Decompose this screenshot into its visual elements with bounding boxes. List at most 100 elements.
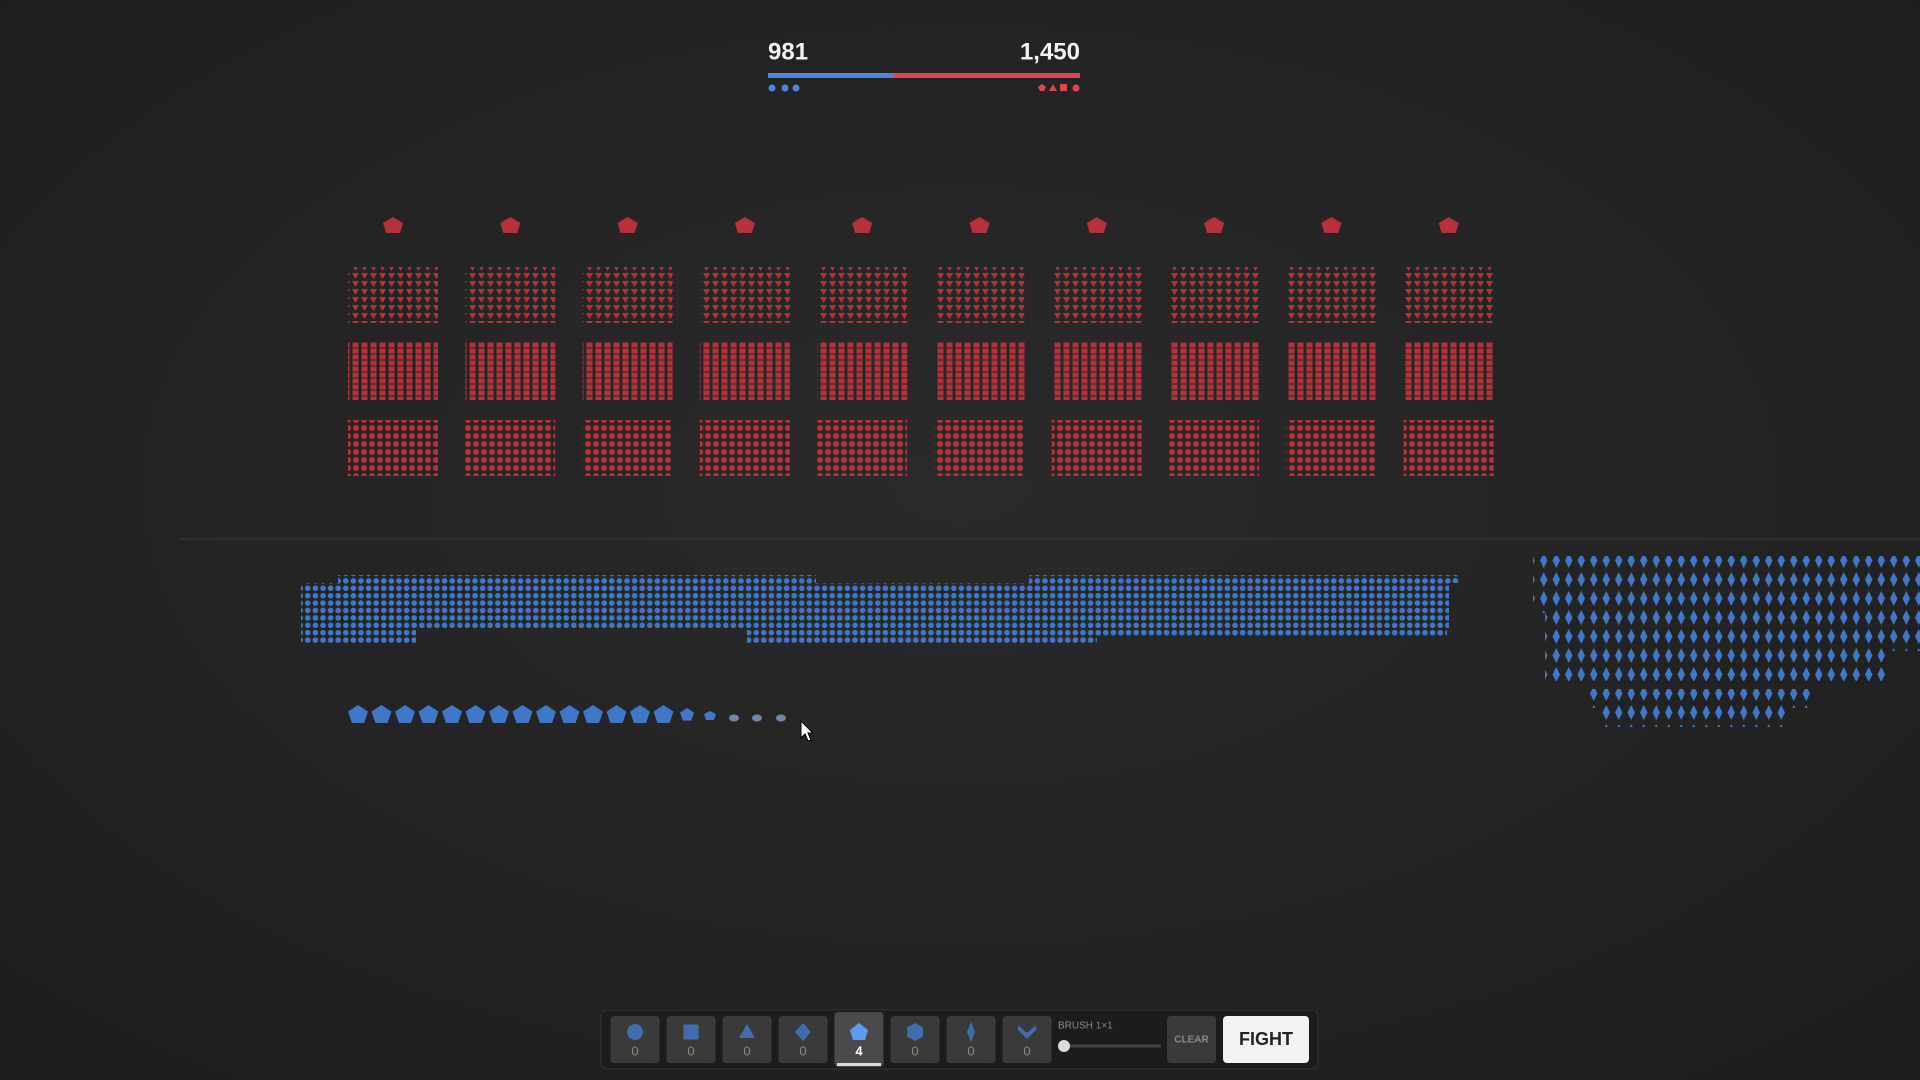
red-bar-squad — [934, 342, 1025, 400]
unit-slot[interactable]: 0 — [1002, 1016, 1052, 1063]
blue-pentagon — [680, 708, 694, 721]
red-dot-squad — [1169, 420, 1260, 476]
red-score: 1,450 — [1020, 38, 1080, 65]
unit-icon[interactable] — [967, 1022, 975, 1042]
blue-pentagon — [653, 705, 674, 723]
blue-circle-squad — [1029, 575, 1459, 583]
unit-slot[interactable]: 0 — [946, 1016, 996, 1063]
unit-slot[interactable]: 0 — [666, 1016, 716, 1063]
blue-pentagon — [442, 705, 462, 723]
blue-types — [768, 84, 800, 92]
red-bar-squad — [817, 342, 908, 400]
unit-slots: 0 0 0 0 4 0 0 0 — [610, 1012, 1052, 1067]
unit-slot-bg[interactable] — [1002, 1016, 1052, 1063]
blue-pentagon — [704, 711, 716, 720]
unit-icon[interactable] — [627, 1024, 643, 1040]
red-pentagon — [617, 217, 638, 233]
placement-ghost — [752, 714, 762, 722]
unit-icon[interactable] — [1018, 1025, 1036, 1039]
blue-diamond-squad — [1602, 708, 1787, 727]
unit-icon[interactable] — [739, 1024, 755, 1038]
unit-icon[interactable] — [683, 1024, 699, 1040]
blue-bar — [768, 73, 894, 78]
red-bar-squad — [699, 342, 790, 400]
brush-slider-thumb[interactable] — [1058, 1040, 1070, 1052]
red-pentagon — [1321, 217, 1342, 233]
red-triangle-squad — [699, 267, 790, 323]
unit-count[interactable]: 0 — [1023, 1043, 1030, 1058]
placement-ghost — [776, 714, 786, 722]
red-triangle-squad — [348, 267, 438, 323]
unit-count[interactable]: 4 — [855, 1043, 863, 1058]
red-dot-squad — [817, 420, 908, 476]
fight-button[interactable]: FIGHT — [1223, 1016, 1309, 1063]
blue-pentagon — [512, 705, 533, 723]
blue-pentagon — [536, 705, 556, 723]
blue-pentagon — [348, 705, 368, 723]
blue-pentagon — [465, 705, 486, 723]
red-triangle-squad — [582, 267, 673, 323]
unit-slot[interactable]: 0 — [778, 1016, 828, 1063]
red-bar-squad — [465, 342, 556, 400]
fight-label[interactable]: FIGHT — [1239, 1029, 1293, 1049]
red-bar-squad — [1286, 342, 1377, 400]
unit-count[interactable]: 0 — [799, 1043, 806, 1058]
clear-button-bg[interactable] — [1167, 1016, 1216, 1063]
red-bar-squad — [1169, 342, 1260, 400]
red-triangle-squad — [1286, 267, 1377, 323]
blue-pentagon — [630, 705, 650, 723]
blue-diamond-squad — [1590, 689, 1815, 708]
red-pentagon — [1204, 217, 1225, 233]
selected-underline — [837, 1063, 881, 1066]
unit-slot[interactable]: 0 — [890, 1016, 940, 1063]
blue-circle-squad — [301, 583, 1449, 628]
red-dot-squad — [1403, 420, 1494, 476]
unit-icon[interactable] — [907, 1023, 923, 1041]
blue-pentagon — [606, 705, 627, 723]
blue-pentagon — [489, 705, 509, 723]
red-dot-squad — [934, 420, 1025, 476]
red-pentagon — [734, 217, 755, 233]
red-dot-squad — [699, 420, 790, 476]
red-bar-squad — [1051, 342, 1142, 400]
unit-count[interactable]: 0 — [631, 1043, 638, 1058]
unit-count[interactable]: 0 — [687, 1043, 694, 1058]
blue-pentagon — [395, 705, 415, 723]
red-pentagon — [383, 217, 403, 233]
red-dot-squad — [1051, 420, 1142, 476]
blue-pentagon — [559, 705, 580, 723]
blue-pentagon — [583, 705, 603, 723]
red-bar — [768, 73, 1080, 78]
unit-slot-bg[interactable] — [722, 1016, 772, 1063]
unit-count[interactable]: 0 — [911, 1043, 918, 1058]
red-types — [1038, 84, 1080, 92]
clear-label[interactable]: CLEAR — [1174, 1035, 1209, 1046]
red-pentagon — [969, 217, 990, 233]
red-pentagon — [1438, 217, 1459, 233]
blue-diamond-squad — [1545, 613, 1920, 651]
red-triangle-squad — [1403, 267, 1494, 323]
red-bar-squad — [1403, 342, 1494, 400]
blue-diamond-squad — [1533, 556, 1920, 613]
unit-slot[interactable]: 0 — [610, 1016, 660, 1063]
red-dot-squad — [1286, 420, 1377, 476]
placement-ghost — [729, 714, 739, 722]
blue-circle-squad — [747, 628, 1097, 643]
red-bar-squad — [582, 342, 673, 400]
blue-score: 981 — [768, 38, 808, 65]
units — [301, 217, 1920, 727]
clear-button[interactable]: CLEAR — [1167, 1016, 1216, 1063]
unit-count[interactable]: 0 — [743, 1043, 750, 1058]
unit-slot[interactable]: 4 — [834, 1012, 884, 1067]
red-triangle-squad — [934, 267, 1025, 323]
brush-label: BRUSH 1×1 — [1058, 1021, 1113, 1032]
unit-slot[interactable]: 0 — [722, 1016, 772, 1063]
blue-pentagon — [418, 705, 439, 723]
red-pentagon — [500, 217, 521, 233]
unit-icon[interactable] — [850, 1023, 868, 1040]
fight-button-bg[interactable] — [1223, 1016, 1309, 1063]
unit-count[interactable]: 0 — [967, 1043, 974, 1058]
unit-icon[interactable] — [795, 1023, 811, 1041]
